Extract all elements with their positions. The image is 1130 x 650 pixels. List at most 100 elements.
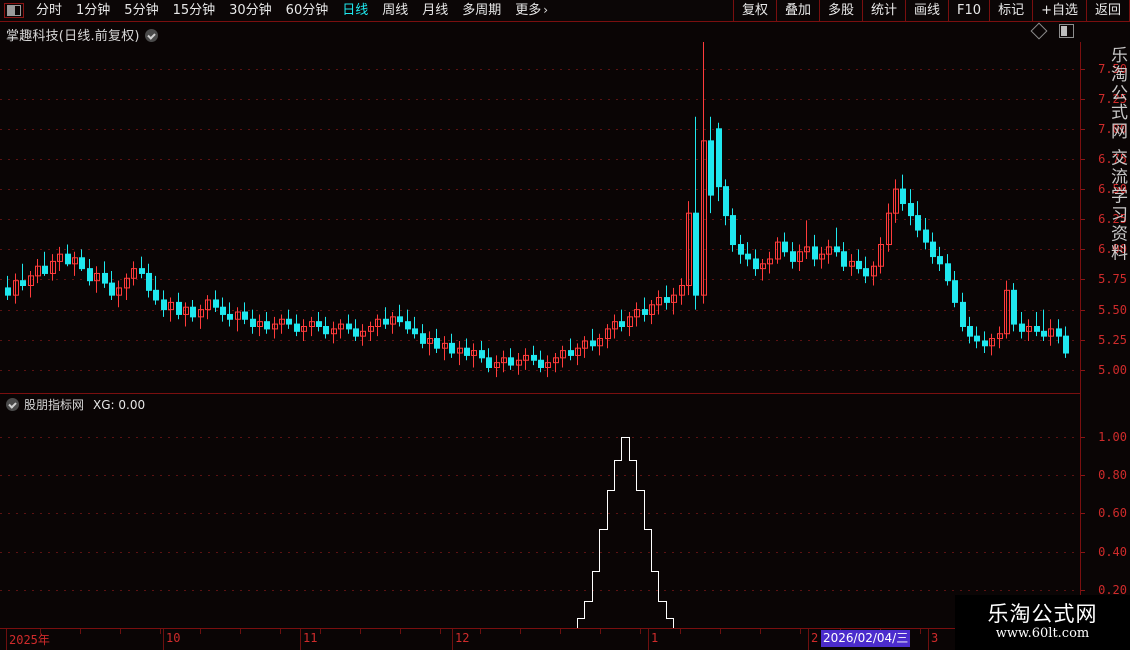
candle	[420, 324, 426, 349]
side-watermark: 乐淘公式网 交流学习资料	[1109, 46, 1127, 263]
period-button-10[interactable]: 更多 ›	[515, 3, 549, 18]
period-button-5[interactable]: 60分钟	[285, 3, 329, 18]
axis-tick-label: 7.50	[1098, 61, 1127, 76]
candle	[353, 319, 359, 341]
price-axis: 7.50 7.25 7.00 6.75 6.50 6.25 6.00 5.75 5.50 5.25…	[1081, 42, 1130, 394]
date-tick-label-5: 2	[811, 631, 819, 645]
axis-tick-label: 6.25	[1098, 212, 1127, 227]
candle	[390, 312, 396, 334]
candle	[13, 273, 19, 304]
chevron-right-icon: ›	[543, 3, 549, 17]
period-button-2[interactable]: 5分钟	[124, 3, 159, 18]
panel-split-icon[interactable]	[1059, 24, 1074, 38]
date-minor-tick	[360, 629, 361, 634]
date-minor-tick	[640, 629, 641, 634]
axis-tick-label: 6.00	[1098, 242, 1127, 257]
period-button-7[interactable]: 周线	[382, 3, 409, 18]
candle	[183, 302, 189, 327]
action-button-0[interactable]: 复权	[732, 0, 776, 21]
period-button-3[interactable]: 15分钟	[172, 3, 216, 18]
candle	[464, 338, 470, 361]
period-button-9[interactable]: 多周期	[462, 3, 502, 18]
top-toolbar: 分时 1分钟 5分钟 15分钟 30分钟 60分钟 日线 周线 月线 多周期 更多 › 复权 叠加 多股统…	[0, 0, 1130, 22]
candle	[198, 304, 204, 329]
candle	[531, 345, 537, 366]
candle	[582, 336, 588, 358]
candle	[309, 316, 315, 337]
date-tick-label-2: 11	[303, 631, 318, 645]
period-button-8[interactable]: 月线	[422, 3, 449, 18]
check-circle-icon[interactable]	[144, 29, 158, 42]
axis-tick-mark	[1081, 219, 1085, 221]
candle	[649, 299, 655, 325]
action-button-3[interactable]: 统计	[862, 0, 905, 21]
period-button-1[interactable]: 1分钟	[76, 3, 111, 18]
selected-date-label[interactable]: 2026/02/04/三	[821, 630, 911, 647]
candle	[257, 314, 263, 337]
date-minor-tick	[440, 629, 441, 634]
candle	[974, 326, 980, 349]
date-minor-tick	[320, 629, 321, 634]
axis-tick-mark	[1081, 68, 1085, 70]
date-axis[interactable]: 2025年 10 11 12 1 2 3 2026/02/04/三	[0, 629, 1080, 650]
indicator-line-chart	[0, 437, 1080, 628]
action-button-4[interactable]: 画线	[905, 0, 948, 21]
price-chart-pane[interactable]	[0, 42, 1080, 394]
candle	[94, 266, 100, 293]
candle	[28, 271, 34, 298]
candle	[819, 246, 825, 269]
panel-toggle-icon[interactable]	[4, 3, 24, 18]
action-button-7[interactable]: +自选	[1032, 0, 1086, 21]
watermark-title: 乐淘公式网	[987, 602, 1098, 626]
action-button-group: 复权 叠加 多股 统计 画线 F10 标记 +自选 返回	[732, 0, 1130, 21]
candle	[457, 340, 463, 366]
candle	[316, 312, 322, 332]
indicator-chart-pane[interactable]	[0, 414, 1080, 628]
candle	[375, 314, 381, 337]
candle	[264, 312, 270, 334]
action-button-5[interactable]: F10	[948, 0, 989, 21]
candle	[671, 287, 677, 315]
candle	[153, 275, 159, 305]
candle	[190, 299, 196, 322]
candle	[686, 201, 692, 296]
candle	[176, 292, 182, 320]
candle	[323, 316, 329, 339]
candle	[508, 348, 514, 370]
period-button-4[interactable]: 30分钟	[229, 3, 272, 18]
candle	[590, 328, 596, 351]
candle	[834, 227, 840, 257]
candle	[937, 246, 943, 272]
date-tick-mark	[928, 629, 929, 650]
candle	[701, 42, 707, 304]
date-tick-label-4: 1	[651, 631, 659, 645]
candle	[272, 316, 278, 339]
candle	[849, 254, 855, 276]
period-button-0[interactable]: 分时	[36, 3, 63, 18]
period-buttons: 分时 1分钟 5分钟 15分钟 30分钟 60分钟 日线 周线 月线 多周期 更多 ›	[29, 0, 555, 21]
candle	[50, 254, 56, 281]
date-minor-tick	[480, 629, 481, 634]
indicator-name: 股朋指标网	[24, 398, 85, 412]
diamond-icon[interactable]	[1030, 22, 1048, 40]
candle	[945, 254, 951, 286]
action-button-6[interactable]: 标记	[989, 0, 1032, 21]
candle	[139, 256, 145, 279]
action-button-8[interactable]: 返回	[1085, 0, 1130, 21]
period-button-6[interactable]: 日线	[342, 3, 369, 18]
candle	[368, 321, 374, 341]
action-button-1[interactable]: 叠加	[775, 0, 819, 21]
candle	[116, 280, 122, 308]
candle	[442, 336, 448, 361]
candle	[1056, 319, 1062, 344]
candle	[102, 261, 108, 288]
pane-divider-top	[0, 393, 1080, 394]
candle	[79, 249, 85, 272]
candle	[1026, 319, 1032, 341]
candle	[708, 116, 714, 214]
candle	[627, 312, 633, 337]
action-button-2[interactable]: 多股	[818, 0, 862, 21]
candle	[471, 343, 477, 368]
candle	[412, 316, 418, 339]
check-circle-icon-indicator[interactable]	[6, 398, 19, 411]
